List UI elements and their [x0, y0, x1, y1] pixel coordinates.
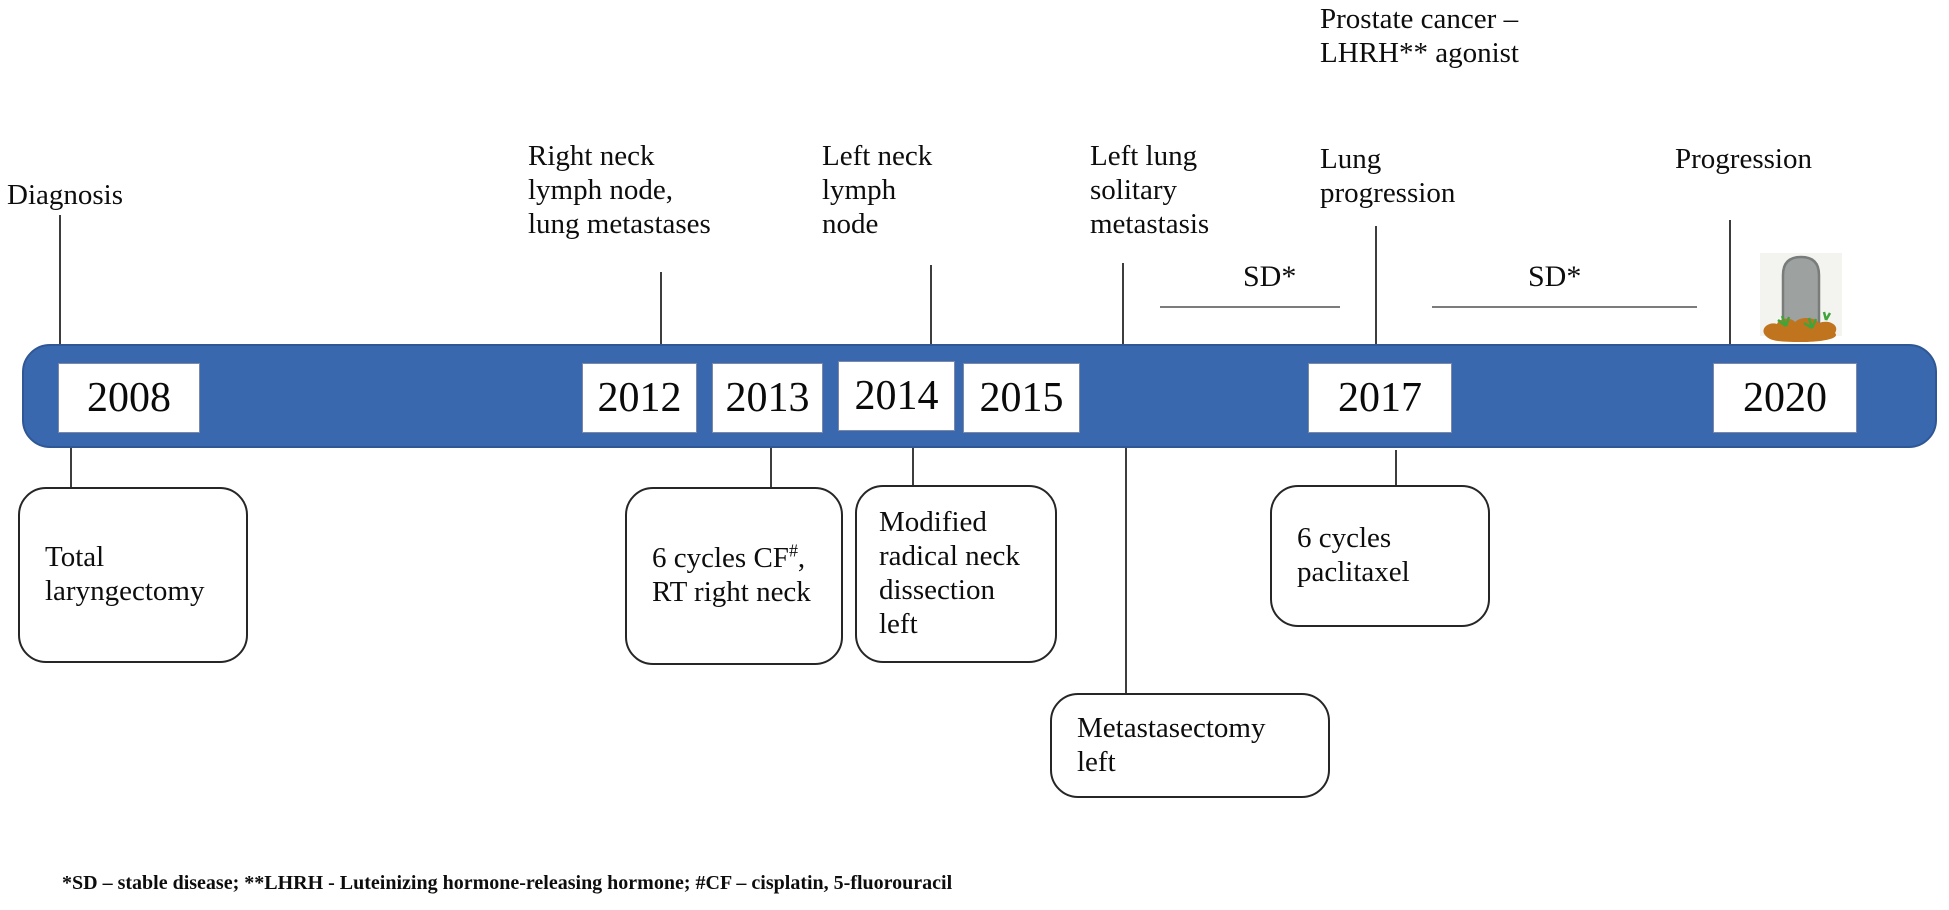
connector-line-left-neck	[930, 265, 932, 344]
treatment-box-metastasectomy-text: Metastasectomy left	[1077, 711, 1266, 778]
year-box-2020: 2020	[1713, 363, 1857, 433]
sd-underline-2	[1432, 306, 1697, 308]
cf-line1-suffix: ,	[797, 542, 806, 575]
year-box-2008: 2008	[58, 363, 200, 433]
connector-line-laryngectomy	[70, 448, 72, 487]
sd-label-1: SD*	[1243, 260, 1297, 293]
connector-line-diagnosis	[59, 215, 61, 344]
treatment-box-metastasectomy: Metastasectomy left	[1050, 693, 1330, 798]
sd-label-2: SD*	[1528, 260, 1582, 293]
treatment-box-laryngectomy: Total laryngectomy	[18, 487, 248, 663]
year-box-2015: 2015	[963, 363, 1080, 433]
connector-line-metastasectomy	[1125, 448, 1127, 693]
event-label-right-neck: Right neck lymph node, lung metastases	[528, 140, 711, 240]
event-label-left-lung: Left lung solitary metastasis	[1090, 140, 1210, 240]
treatment-box-paclitaxel: 6 cycles paclitaxel	[1270, 485, 1490, 627]
cf-line2: RT right neck	[652, 576, 811, 608]
connector-line-lung-progression	[1375, 226, 1377, 350]
year-box-2014: 2014	[838, 361, 955, 431]
connector-line-cf-rt	[770, 448, 772, 487]
event-label-diagnosis: Diagnosis	[7, 179, 123, 211]
year-box-2013: 2013	[712, 363, 823, 433]
year-box-2012: 2012	[582, 363, 697, 433]
connector-line-progression	[1729, 220, 1731, 344]
connector-line-left-lung	[1122, 263, 1124, 344]
connector-line-neck-dissection	[912, 448, 914, 485]
cf-superscript: #	[788, 540, 798, 561]
connector-line-right-neck	[660, 272, 662, 344]
treatment-box-cf-rt: 6 cycles CF#, RT right neck	[625, 487, 843, 665]
event-label-progression: Progression	[1675, 143, 1812, 175]
treatment-box-paclitaxel-text: 6 cycles paclitaxel	[1297, 522, 1410, 588]
treatment-box-cf-rt-text: 6 cycles CF#, RT right neck	[627, 540, 811, 610]
event-label-lung-progression: Lung progression	[1320, 143, 1456, 209]
event-label-prostate-cancer: Prostate cancer – LHRH** agonist	[1320, 3, 1519, 69]
treatment-box-laryngectomy-text: Total laryngectomy	[45, 541, 205, 607]
year-box-2017: 2017	[1308, 363, 1452, 433]
tombstone-grave-icon	[1756, 246, 1846, 344]
treatment-box-neck-dissection-text: Modified radical neck dissection left	[879, 506, 1020, 640]
event-label-left-neck: Left neck lymph node	[822, 140, 933, 240]
footnote: *SD – stable disease; **LHRH - Luteinizi…	[62, 872, 953, 894]
sd-underline-1	[1160, 306, 1340, 308]
cf-line1-prefix: 6 cycles CF	[652, 542, 789, 575]
connector-line-paclitaxel	[1395, 450, 1397, 485]
treatment-box-neck-dissection: Modified radical neck dissection left	[855, 485, 1057, 663]
